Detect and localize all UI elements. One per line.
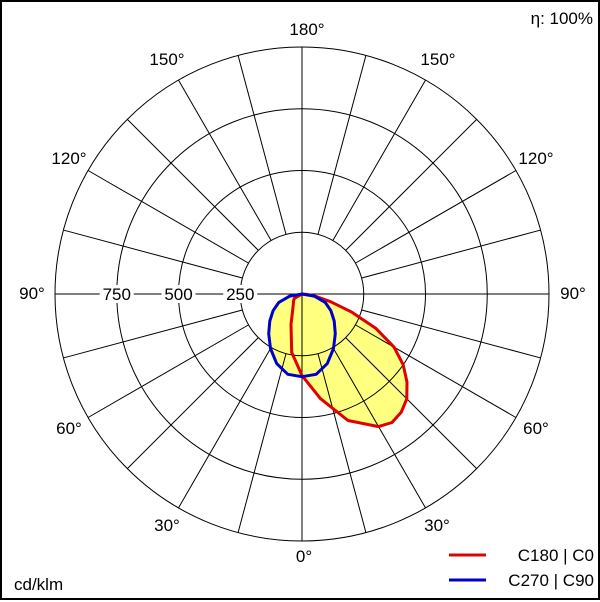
grid-spoke-195 — [237, 55, 287, 235]
angle-label-left-60: 60° — [56, 419, 82, 438]
angle-label-left-150: 150° — [149, 50, 184, 69]
grid-spoke-315 — [126, 337, 259, 470]
grid-spoke-120 — [355, 170, 517, 264]
radial-tick-label-750: 750 — [103, 285, 131, 304]
radial-tick-label-250: 250 — [226, 285, 254, 304]
angle-label-right-30: 30° — [424, 516, 450, 535]
grid-spoke-300 — [87, 324, 249, 418]
grid-spoke-165 — [317, 55, 367, 235]
angle-label-right: 90° — [560, 284, 586, 303]
legend-label-0: C180 | C0 — [518, 546, 594, 565]
radial-tick-bg-750 — [99, 285, 134, 303]
angle-label-left: 90° — [19, 284, 45, 303]
efficiency-label: η: 100% — [531, 9, 593, 28]
angle-label-right-60: 60° — [523, 419, 549, 438]
grid-spoke-225 — [126, 118, 259, 251]
angle-label-right-120: 120° — [518, 149, 553, 168]
unit-label: cd/klm — [14, 575, 63, 594]
legend-label-1: C270 | C90 — [508, 571, 594, 590]
grid-spoke-135 — [345, 118, 478, 251]
angle-label-right-150: 150° — [420, 50, 455, 69]
radial-tick-bg-500 — [161, 285, 196, 303]
grid-spoke-45 — [345, 337, 478, 470]
grid-spoke-345 — [237, 353, 287, 533]
grid-spoke-210 — [178, 79, 272, 241]
grid-spoke-75 — [361, 309, 541, 359]
angle-label-left-120: 120° — [51, 149, 86, 168]
angle-label-top: 180° — [289, 20, 324, 39]
grid-spoke-60 — [355, 324, 517, 418]
grid-spoke-330 — [178, 347, 272, 509]
grid-spoke-105 — [361, 229, 541, 279]
grid-spoke-255 — [63, 229, 243, 279]
angle-label-left-30: 30° — [154, 516, 180, 535]
series-line-1 — [267, 292, 337, 379]
angle-label-bottom: 0° — [296, 547, 312, 566]
grid-spoke-240 — [87, 170, 249, 264]
series-line-0 — [289, 292, 409, 429]
grid-spoke-150 — [332, 79, 426, 241]
grid-spoke-285 — [63, 309, 243, 359]
radial-tick-bg-250 — [223, 285, 258, 303]
radial-tick-label-500: 500 — [164, 285, 192, 304]
grid-spoke-15 — [317, 353, 367, 533]
